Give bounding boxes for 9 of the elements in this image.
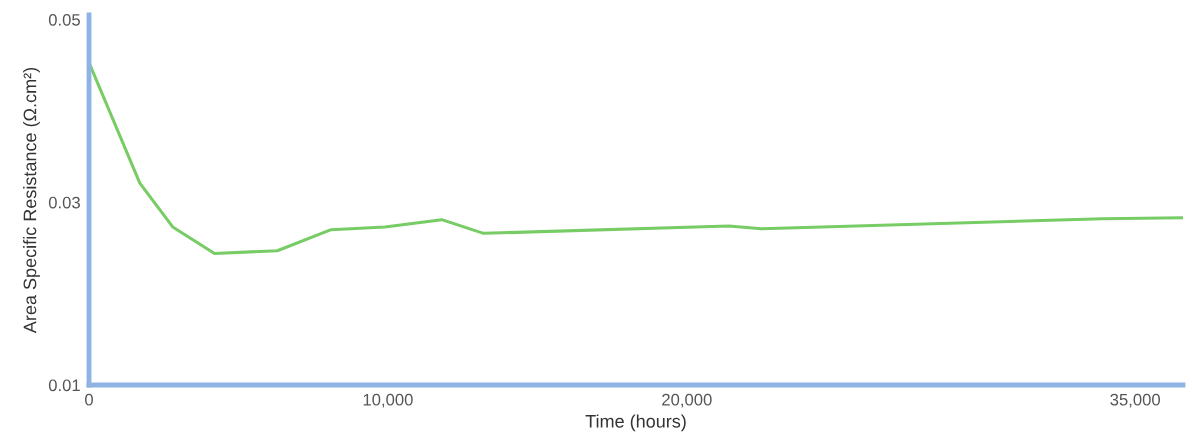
y-tick-label: 0.01: [48, 379, 80, 392]
x-axis-title: Time (hours): [585, 414, 686, 432]
x-tick-label: 35,000: [1110, 393, 1161, 408]
x-tick-label: 10,000: [363, 393, 413, 408]
y-tick-label: 0.03: [48, 196, 80, 209]
y-tick-label: 0.05: [48, 13, 80, 26]
x-tick-label: 0: [85, 393, 93, 406]
y-axis-title: Area Specific Resistance (Ω.cm²): [23, 67, 40, 334]
x-tick-label: 20,000: [662, 393, 712, 408]
